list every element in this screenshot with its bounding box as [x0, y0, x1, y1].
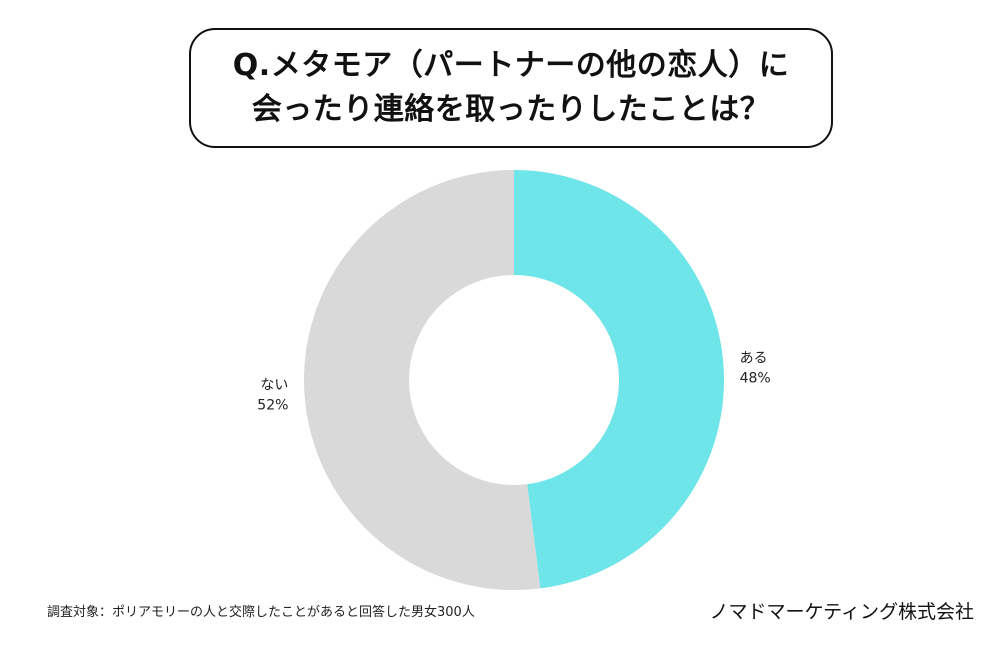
slice-label-aru: ある [740, 350, 768, 366]
slice-nai [304, 170, 541, 590]
chart-title-line-2: 会ったり連絡を取ったりしたことは？ [251, 92, 771, 127]
slice-labels: ある 48% ない 52% [257, 350, 770, 413]
title-box: Q.メタモア（パートナーの他の恋人）に 会ったり連絡を取ったりしたことは？ [189, 28, 833, 148]
company-name: ノマドマーケティング株式会社 [709, 601, 974, 623]
slice-label-nai: ない [260, 378, 288, 394]
survey-footnote: 調査対象：ポリアモリーの人と交際したことがあると回答した男女300人 [47, 605, 475, 620]
donut-slices [304, 170, 725, 590]
slice-value-aru: 48% [740, 370, 771, 386]
slice-aru [514, 170, 725, 589]
chart-title-line-1: Q.メタモア（パートナーの他の恋人）に [232, 48, 790, 83]
slice-value-nai: 52% [257, 398, 288, 414]
